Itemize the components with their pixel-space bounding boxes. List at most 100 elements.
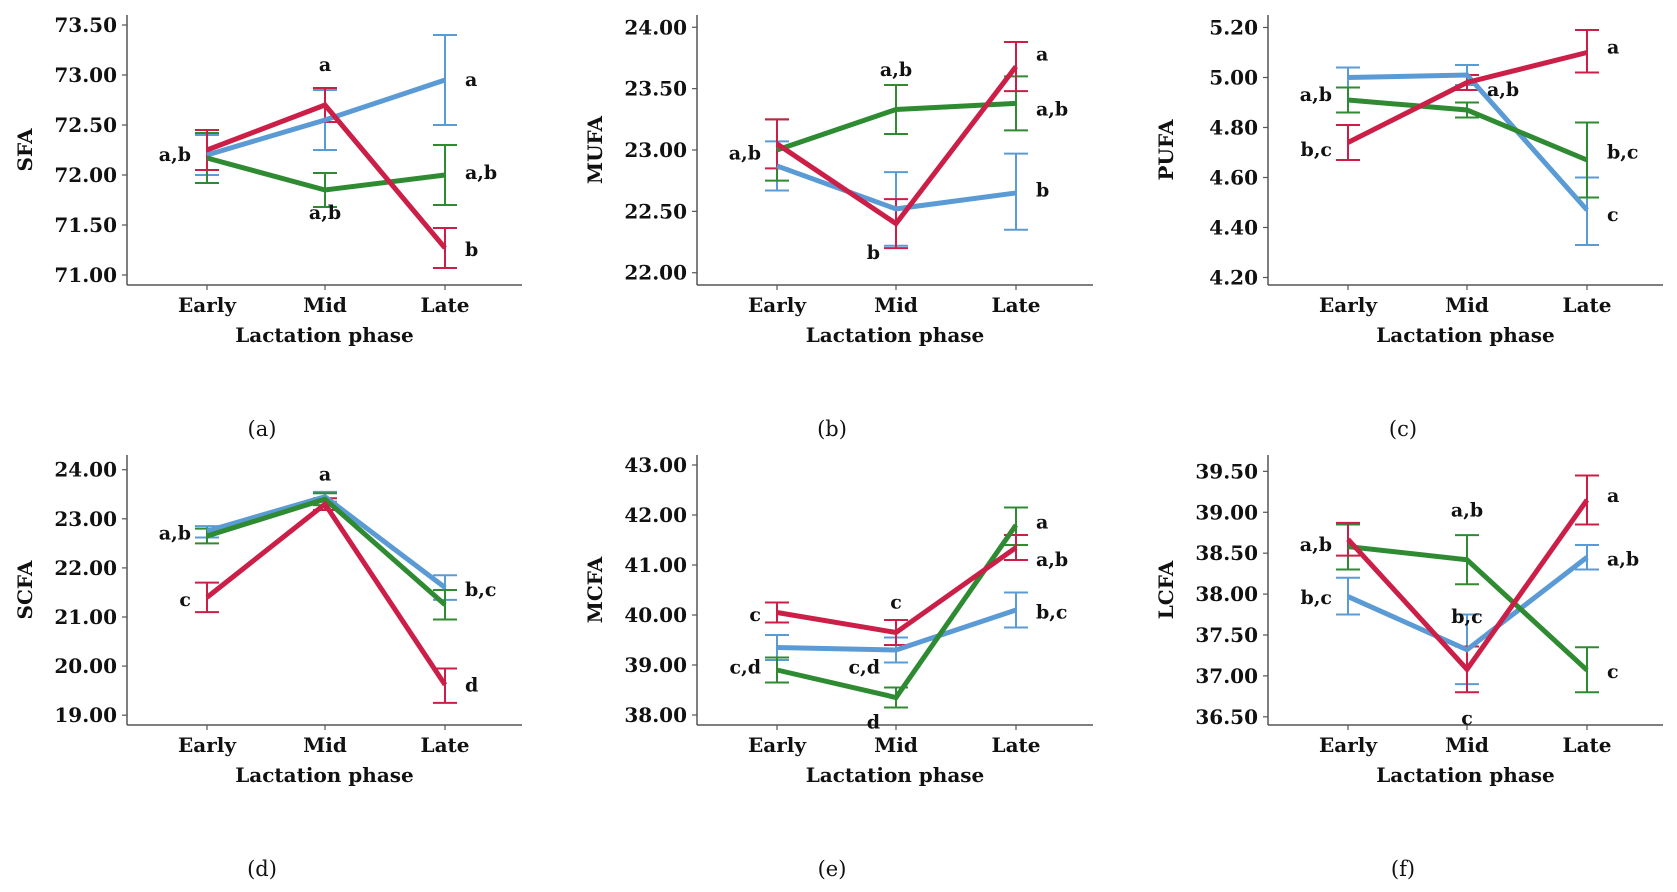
- significance-label: a,b: [1451, 500, 1483, 522]
- significance-label: a,b: [880, 59, 912, 81]
- y-tick-label: 37.50: [1195, 623, 1258, 647]
- significance-label: c: [1461, 707, 1473, 729]
- significance-label: a,b: [465, 162, 497, 184]
- x-tick-label-early: Early: [178, 293, 237, 317]
- y-tick-label: 41.00: [624, 553, 687, 577]
- significance-label: c: [1607, 661, 1619, 683]
- panel-caption: (e): [818, 857, 847, 881]
- significance-label: a,b: [729, 143, 761, 165]
- series-line-2: [776, 100, 1017, 153]
- y-tick-label: 4.40: [1209, 216, 1258, 240]
- series-line-2: [1347, 544, 1589, 673]
- series-line-1: [776, 607, 1017, 653]
- y-tick-label: 5.20: [1209, 16, 1258, 40]
- y-axis-label: MUFA: [583, 115, 607, 184]
- y-tick-label: 71.00: [54, 263, 117, 287]
- significance-label: a,b: [1036, 99, 1068, 121]
- y-tick-label: 24.00: [54, 458, 117, 482]
- x-axis-label: Lactation phase: [235, 763, 414, 787]
- significance-label: a: [1607, 37, 1619, 59]
- x-tick-label-early: Early: [748, 733, 807, 757]
- significance-label: a: [319, 54, 331, 76]
- series-line-2: [206, 496, 447, 607]
- x-tick-label-early: Early: [1319, 733, 1378, 757]
- y-tick-label: 22.00: [624, 261, 687, 285]
- panel-caption: (d): [247, 857, 277, 881]
- significance-label: b,c: [1301, 139, 1332, 161]
- significance-label: d: [465, 675, 478, 697]
- significance-label: a: [1036, 512, 1048, 534]
- series-2: [195, 492, 457, 621]
- significance-label: a,b: [1300, 534, 1332, 556]
- x-tick-label-mid: Mid: [303, 733, 347, 757]
- series-line-3: [1346, 50, 1588, 145]
- x-tick-label-late: Late: [1563, 293, 1612, 317]
- significance-label: b: [465, 239, 478, 261]
- y-tick-label: 72.00: [54, 163, 117, 187]
- y-axis-label: MCFA: [583, 556, 607, 623]
- series-line-3: [205, 500, 448, 687]
- x-tick-label-early: Early: [1319, 293, 1378, 317]
- significance-label: b,c: [465, 579, 496, 601]
- x-tick-label-late: Late: [992, 733, 1041, 757]
- x-tick-label-late: Late: [1563, 733, 1612, 757]
- significance-label: a: [1036, 43, 1048, 65]
- significance-label: c,d: [849, 657, 880, 679]
- y-tick-label: 23.00: [624, 138, 687, 162]
- y-tick-label: 72.50: [54, 113, 117, 137]
- x-axis-label: Lactation phase: [1376, 763, 1555, 787]
- significance-label: c: [749, 604, 761, 626]
- series-1: [1336, 544, 1599, 686]
- series-line-1: [206, 77, 446, 158]
- y-tick-label: 23.00: [54, 507, 117, 531]
- y-axis-label: SCFA: [13, 560, 37, 619]
- significance-label: a,b: [1607, 549, 1639, 571]
- x-tick-label-early: Early: [748, 293, 807, 317]
- x-tick-label-early: Early: [178, 733, 237, 757]
- significance-label: a: [1607, 485, 1619, 507]
- y-tick-label: 4.20: [1209, 266, 1258, 290]
- series-1: [1336, 64, 1599, 246]
- significance-label: a,b: [1036, 549, 1068, 571]
- y-tick-label: 21.00: [54, 605, 117, 629]
- significance-label: b,c: [1451, 606, 1482, 628]
- chart-panel-b: 22.00 22.50 23.00 23.50 24.00 Early Mid Late Lac…: [583, 15, 1093, 441]
- significance-label: a,b: [159, 523, 191, 545]
- y-axis-label: SFA: [13, 128, 37, 171]
- series-line-1: [1346, 555, 1589, 653]
- y-tick-label: 4.80: [1209, 116, 1258, 140]
- panel-caption: (f): [1391, 857, 1415, 881]
- series-line-3: [776, 545, 1018, 636]
- x-tick-label-late: Late: [992, 293, 1041, 317]
- x-axis-label: Lactation phase: [235, 323, 414, 347]
- chart-panel-e: 38.00 39.00 40.00 41.00 42.00 43.00 Early Mid La…: [583, 453, 1093, 881]
- chart-panel-d: 19.00 20.00 21.00 22.00 23.00 24.00 Early Mid La…: [13, 455, 522, 881]
- y-tick-label: 39.00: [624, 653, 687, 677]
- significance-label: b,c: [1301, 587, 1332, 609]
- significance-label: a,b: [1300, 84, 1332, 106]
- y-tick-label: 19.00: [54, 703, 117, 727]
- significance-label: a: [465, 69, 477, 91]
- panel-caption: (a): [248, 417, 277, 441]
- x-tick-label-mid: Mid: [874, 733, 918, 757]
- y-axis-label: LCFA: [1154, 560, 1178, 619]
- y-tick-label: 38.00: [624, 703, 687, 727]
- significance-label: a,b: [309, 202, 341, 224]
- series-line-2: [776, 523, 1019, 701]
- chart-panel-f: 36.50 37.00 37.50 38.00 38.50 39.00 39.50 Early…: [1154, 455, 1663, 881]
- series-line-3: [1346, 498, 1590, 674]
- x-axis-label: Lactation phase: [806, 763, 985, 787]
- y-tick-label: 43.00: [624, 453, 687, 477]
- series-line-1: [776, 163, 1017, 212]
- significance-label: b,c: [1607, 142, 1638, 164]
- x-tick-label-mid: Mid: [874, 293, 918, 317]
- y-tick-label: 4.60: [1209, 166, 1258, 190]
- y-tick-label: 40.00: [624, 603, 687, 627]
- x-tick-label-late: Late: [421, 293, 470, 317]
- y-tick-label: 24.00: [624, 15, 687, 39]
- series-line-1: [1347, 72, 1589, 212]
- x-tick-label-mid: Mid: [1445, 733, 1489, 757]
- series-line-3: [206, 102, 447, 250]
- x-tick-label-mid: Mid: [1445, 293, 1489, 317]
